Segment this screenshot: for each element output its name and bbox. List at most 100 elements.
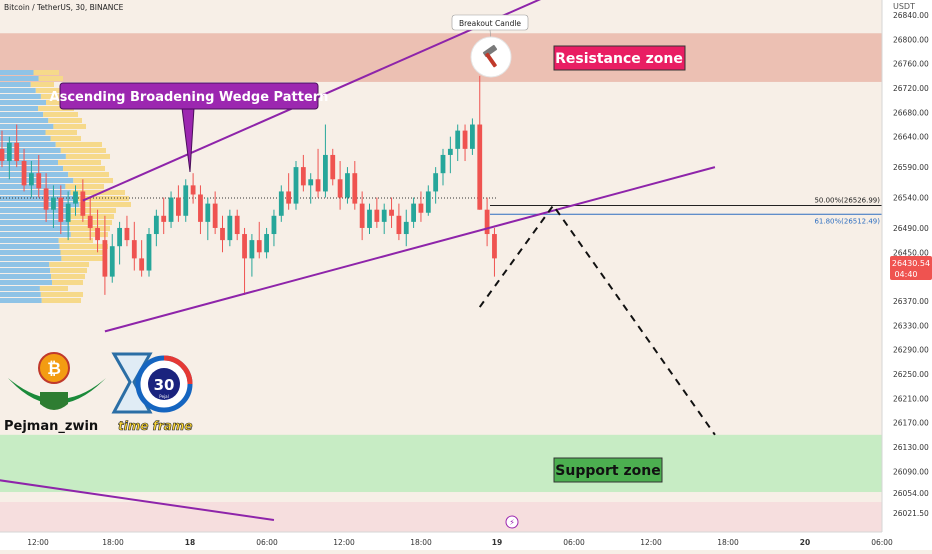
candle-body bbox=[389, 209, 394, 216]
projection-path bbox=[478, 203, 716, 436]
volume-bar-blue bbox=[0, 112, 44, 117]
time-tick-label: 12:00 bbox=[333, 538, 355, 547]
symbol-title: Bitcoin / TetherUS, 30, BINANCE bbox=[4, 3, 124, 12]
candle-body bbox=[58, 197, 64, 222]
candle-body bbox=[484, 209, 490, 235]
candle-body bbox=[183, 185, 189, 216]
support-label-text: Support zone bbox=[555, 463, 660, 479]
price-tick-label: 26090.00 bbox=[893, 467, 929, 476]
volume-bar-blue bbox=[0, 214, 69, 219]
candle-body bbox=[176, 197, 181, 216]
support-zone bbox=[0, 434, 882, 493]
volume-bar-blue bbox=[0, 190, 71, 195]
volume-bar-yellow bbox=[50, 136, 81, 141]
candle-body bbox=[51, 197, 56, 210]
time-tick-label: 18:00 bbox=[717, 538, 739, 547]
candle-body bbox=[36, 173, 42, 189]
volume-bar-yellow bbox=[60, 250, 106, 255]
candle-body bbox=[220, 227, 225, 241]
volume-bar-blue bbox=[0, 286, 40, 291]
price-tick-label: 26330.00 bbox=[893, 321, 929, 330]
candle-body bbox=[80, 191, 86, 216]
price-tick-label: 26680.00 bbox=[893, 108, 929, 117]
volume-bar-yellow bbox=[53, 124, 86, 129]
candle-body bbox=[29, 173, 34, 186]
candle-body bbox=[139, 258, 145, 271]
volume-bar-yellow bbox=[67, 208, 116, 213]
bitcoin-icon bbox=[38, 352, 70, 384]
candle-body bbox=[109, 246, 115, 277]
candle-body bbox=[286, 191, 292, 204]
volume-bar-yellow bbox=[52, 280, 83, 285]
candle-body bbox=[462, 130, 468, 149]
timer-badge-sub: Pejal bbox=[159, 394, 168, 399]
currency-label: USDT bbox=[893, 2, 915, 11]
volume-bar-blue bbox=[0, 130, 46, 135]
candle-body bbox=[117, 227, 122, 247]
volume-bar-yellow bbox=[48, 118, 82, 123]
price-tick-label: 26840.00 bbox=[893, 11, 929, 20]
lightning-icon: ⚡ bbox=[509, 518, 515, 527]
volume-bar-blue bbox=[0, 256, 62, 261]
fib-618-label: 61.80%(26512.49) bbox=[814, 217, 880, 225]
volume-bar-blue bbox=[0, 262, 50, 267]
price-tick-label: 26640.00 bbox=[893, 133, 929, 142]
candle-body bbox=[367, 209, 372, 228]
wedge-label-box bbox=[59, 82, 319, 110]
current-price-tag bbox=[890, 256, 932, 280]
candle-body bbox=[242, 234, 247, 259]
volume-bar-yellow bbox=[45, 130, 77, 135]
candle-body bbox=[359, 203, 365, 228]
candle-body bbox=[330, 154, 336, 180]
breakout-label-text: Breakout Candle bbox=[459, 19, 521, 28]
volume-bar-blue bbox=[0, 82, 31, 87]
volume-bar-yellow bbox=[73, 178, 113, 183]
wedge-line-support bbox=[0, 479, 275, 521]
candle-body bbox=[190, 185, 196, 195]
time-tick-label: 18 bbox=[185, 538, 195, 547]
current-price-value: 26430.54 bbox=[892, 259, 930, 268]
candle-body bbox=[87, 215, 93, 228]
candle-body bbox=[433, 173, 439, 192]
volume-bar-yellow bbox=[40, 292, 83, 297]
candle-body bbox=[396, 215, 402, 235]
volume-bar-blue bbox=[0, 196, 76, 201]
volume-bar-yellow bbox=[63, 166, 105, 171]
price-tick-label: 26021.50 bbox=[893, 509, 929, 518]
support-label-box bbox=[553, 457, 663, 483]
watermark-timeframe: time frame bbox=[118, 419, 193, 433]
candle-body bbox=[256, 240, 262, 253]
candle-body bbox=[205, 203, 211, 222]
candle-body bbox=[323, 154, 328, 192]
volume-bar-yellow bbox=[68, 172, 109, 177]
candle-body bbox=[102, 240, 108, 277]
replay-icon[interactable] bbox=[505, 515, 519, 529]
volume-bar-yellow bbox=[65, 154, 110, 159]
volume-bar-blue bbox=[0, 154, 66, 159]
price-tick-label: 26250.00 bbox=[893, 370, 929, 379]
time-tick-label: 19 bbox=[492, 538, 502, 547]
volume-bar-blue bbox=[0, 268, 51, 273]
time-tick-label: 18:00 bbox=[102, 538, 124, 547]
volume-bar-yellow bbox=[43, 112, 78, 117]
candle-body bbox=[411, 203, 416, 222]
volume-bar-blue bbox=[0, 88, 36, 93]
volume-bar-blue bbox=[0, 238, 59, 243]
volume-bar-yellow bbox=[33, 70, 59, 75]
volume-bar-blue bbox=[0, 232, 71, 237]
candle-body bbox=[0, 148, 5, 162]
candle-body bbox=[161, 215, 167, 222]
price-tick-label: 26370.00 bbox=[893, 297, 929, 306]
candle-body bbox=[308, 179, 314, 186]
candle-body bbox=[21, 161, 27, 186]
countdown-value: 04:40 bbox=[894, 270, 917, 279]
candle-body bbox=[278, 191, 284, 216]
candle-body bbox=[168, 197, 174, 222]
volume-bar-yellow bbox=[79, 202, 131, 207]
time-tick-label: 18:00 bbox=[410, 538, 432, 547]
volume-bar-blue bbox=[0, 298, 42, 303]
volume-bar-yellow bbox=[55, 142, 102, 147]
candle-body bbox=[455, 130, 461, 149]
volume-bar-yellow bbox=[70, 232, 108, 237]
